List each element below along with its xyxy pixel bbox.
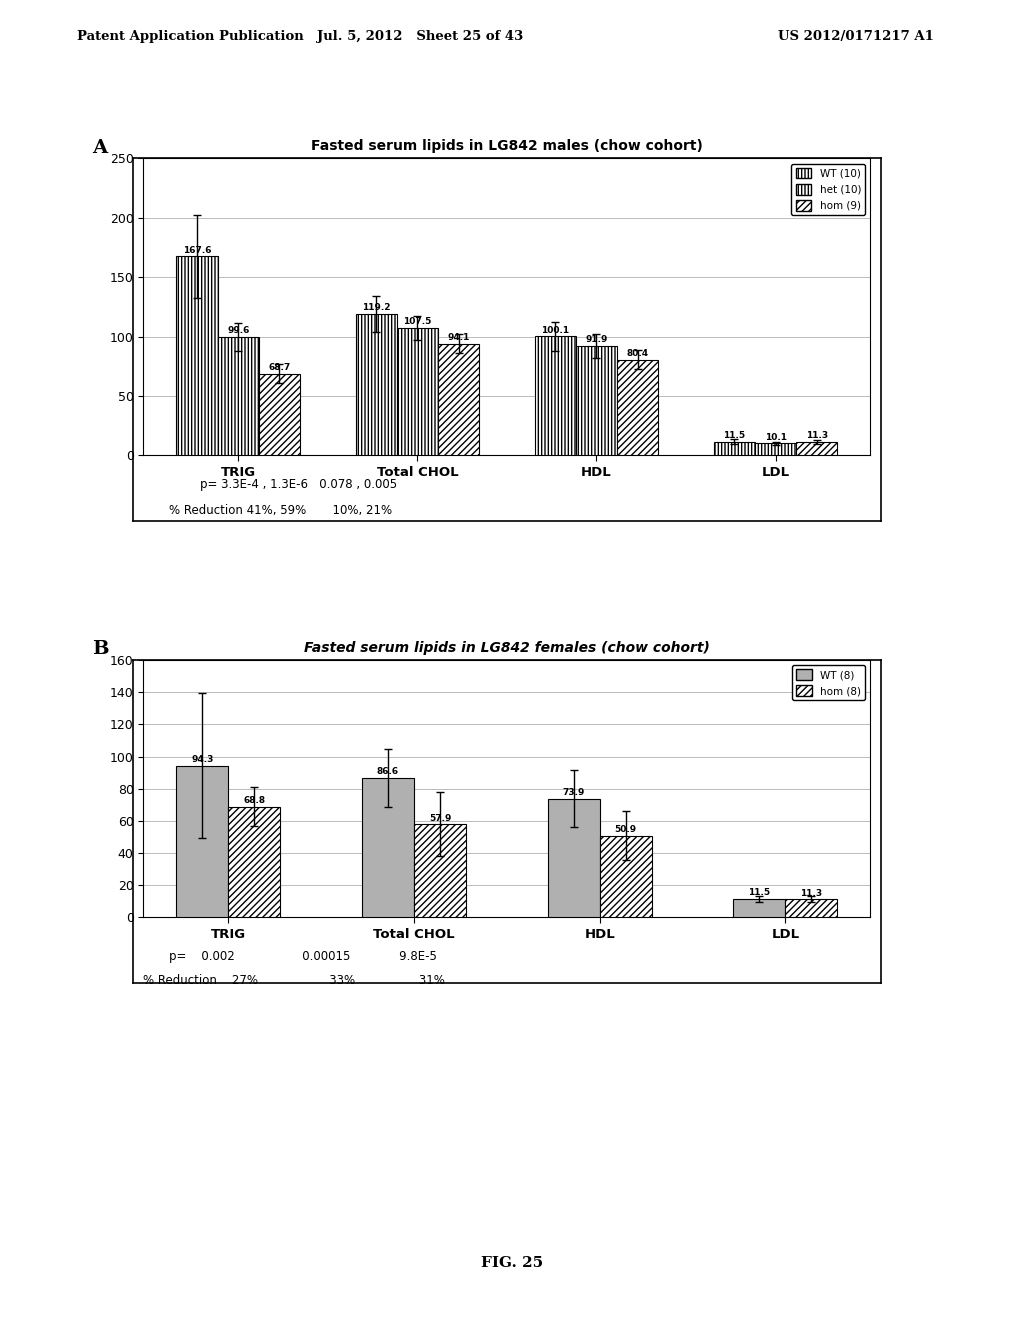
Legend: WT (8), hom (8): WT (8), hom (8): [792, 665, 865, 701]
Text: % Reduction 41%, 59%       10%, 21%: % Reduction 41%, 59% 10%, 21%: [169, 504, 392, 517]
Text: Patent Application Publication: Patent Application Publication: [77, 30, 303, 44]
Text: 99.6: 99.6: [227, 326, 250, 335]
Text: 11.3: 11.3: [801, 888, 822, 898]
Text: FIG. 25: FIG. 25: [481, 1255, 543, 1270]
Text: p= 3.3E-4 , 1.3E-6   0.078 , 0.005: p= 3.3E-4 , 1.3E-6 0.078 , 0.005: [200, 478, 397, 491]
Text: 10.1: 10.1: [765, 433, 786, 442]
Text: p=    0.002                  0.00015             9.8E-5: p= 0.002 0.00015 9.8E-5: [169, 950, 437, 964]
Text: 11.5: 11.5: [723, 430, 745, 440]
Text: 107.5: 107.5: [403, 317, 431, 326]
Bar: [438, 343, 479, 455]
Title: Fasted serum lipids in LG842 males (chow cohort): Fasted serum lipids in LG842 males (chow…: [311, 139, 702, 153]
Text: 68.7: 68.7: [268, 363, 291, 372]
Text: 167.6: 167.6: [182, 246, 211, 255]
Title: Fasted serum lipids in LG842 females (chow cohort): Fasted serum lipids in LG842 females (ch…: [304, 640, 710, 655]
Bar: [355, 314, 396, 455]
Bar: [362, 777, 414, 917]
Bar: [259, 374, 300, 455]
Text: 50.9: 50.9: [614, 825, 637, 834]
Bar: [617, 360, 658, 455]
Text: 11.3: 11.3: [806, 432, 827, 440]
Bar: [414, 824, 466, 917]
Text: US 2012/0171217 A1: US 2012/0171217 A1: [778, 30, 934, 44]
Bar: [733, 899, 785, 917]
Bar: [396, 327, 438, 455]
Bar: [218, 337, 259, 455]
Text: Jul. 5, 2012   Sheet 25 of 43: Jul. 5, 2012 Sheet 25 of 43: [316, 30, 523, 44]
Text: 94.3: 94.3: [191, 755, 214, 764]
Bar: [176, 256, 218, 455]
Text: 68.8: 68.8: [244, 796, 265, 805]
Bar: [228, 807, 281, 917]
Text: 73.9: 73.9: [562, 788, 585, 797]
Bar: [548, 799, 600, 917]
Text: 100.1: 100.1: [541, 326, 569, 335]
Text: 119.2: 119.2: [361, 304, 390, 312]
Text: A: A: [92, 139, 108, 157]
Bar: [755, 444, 796, 455]
Text: % Reduction    27%                   33%                 31%: % Reduction 27% 33% 31%: [143, 974, 445, 987]
Text: 57.9: 57.9: [429, 813, 452, 822]
Bar: [575, 346, 617, 455]
Text: 94.1: 94.1: [447, 333, 470, 342]
Bar: [796, 442, 838, 455]
Bar: [535, 337, 575, 455]
Text: 11.5: 11.5: [749, 888, 770, 898]
Bar: [785, 899, 838, 917]
Text: 80.4: 80.4: [627, 348, 648, 358]
Bar: [714, 442, 755, 455]
Text: B: B: [92, 640, 109, 659]
Legend: WT (10), het (10), hom (9): WT (10), het (10), hom (9): [792, 164, 865, 215]
Text: 86.6: 86.6: [377, 767, 399, 776]
Bar: [176, 766, 228, 917]
Bar: [600, 836, 651, 917]
Text: 91.9: 91.9: [586, 335, 607, 345]
